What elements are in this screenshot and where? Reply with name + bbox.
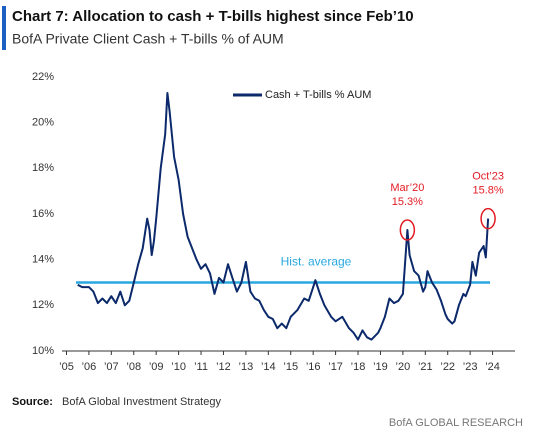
source-label: Source: — [12, 396, 53, 408]
x-tick-label: ’13 — [239, 361, 254, 373]
chart-subtitle: BofA Private Client Cash + T-bills % of … — [12, 31, 284, 47]
x-tick-label: ’10 — [171, 361, 186, 373]
y-tick-label: 20% — [32, 117, 54, 129]
source: BofA Global Investment Strategy — [62, 396, 221, 408]
x-tick-label: ’16 — [306, 361, 321, 373]
footer: BofA GLOBAL RESEARCH — [389, 417, 523, 429]
annotation-value: 15.8% — [472, 184, 503, 196]
title-accent — [2, 6, 6, 50]
reference-label: Hist. average — [281, 255, 352, 269]
legend-label: Cash + T-bills % AUM — [265, 89, 371, 101]
x-tick-label: ’24 — [485, 361, 500, 373]
x-tick-label: ’18 — [351, 361, 366, 373]
x-tick-label: ’23 — [463, 361, 478, 373]
x-tick-label: ’17 — [328, 361, 343, 373]
x-tick-label: ’19 — [373, 361, 388, 373]
annotation-circle — [399, 219, 416, 241]
y-tick-label: 22% — [32, 71, 54, 83]
annotation-circle — [480, 207, 496, 230]
y-tick-label: 10% — [32, 345, 54, 357]
x-tick-label: ’06 — [82, 361, 97, 373]
x-tick-label: ’12 — [216, 361, 231, 373]
annotation-value: 15.3% — [392, 196, 423, 208]
x-tick-label: ’08 — [126, 361, 141, 373]
annotation-label: Oct’23 — [472, 170, 504, 182]
x-tick-label: ’15 — [283, 361, 298, 373]
annotation-label: Mar’20 — [390, 182, 424, 194]
x-tick-label: ’05 — [59, 361, 74, 373]
x-tick-label: ’21 — [418, 361, 433, 373]
x-tick-label: ’11 — [194, 361, 208, 373]
x-tick-label: ’22 — [440, 361, 455, 373]
x-tick-label: ’14 — [261, 361, 276, 373]
y-tick-label: 12% — [32, 299, 54, 311]
chart-title: Chart 7: Allocation to cash + T-bills hi… — [12, 8, 414, 25]
y-tick-label: 18% — [32, 162, 54, 174]
y-tick-label: 16% — [32, 208, 54, 220]
x-tick-label: ’09 — [149, 361, 164, 373]
data-line — [77, 92, 490, 341]
y-tick-label: 14% — [32, 254, 54, 266]
x-tick-label: ’20 — [396, 361, 411, 373]
x-tick-label: ’07 — [104, 361, 119, 373]
